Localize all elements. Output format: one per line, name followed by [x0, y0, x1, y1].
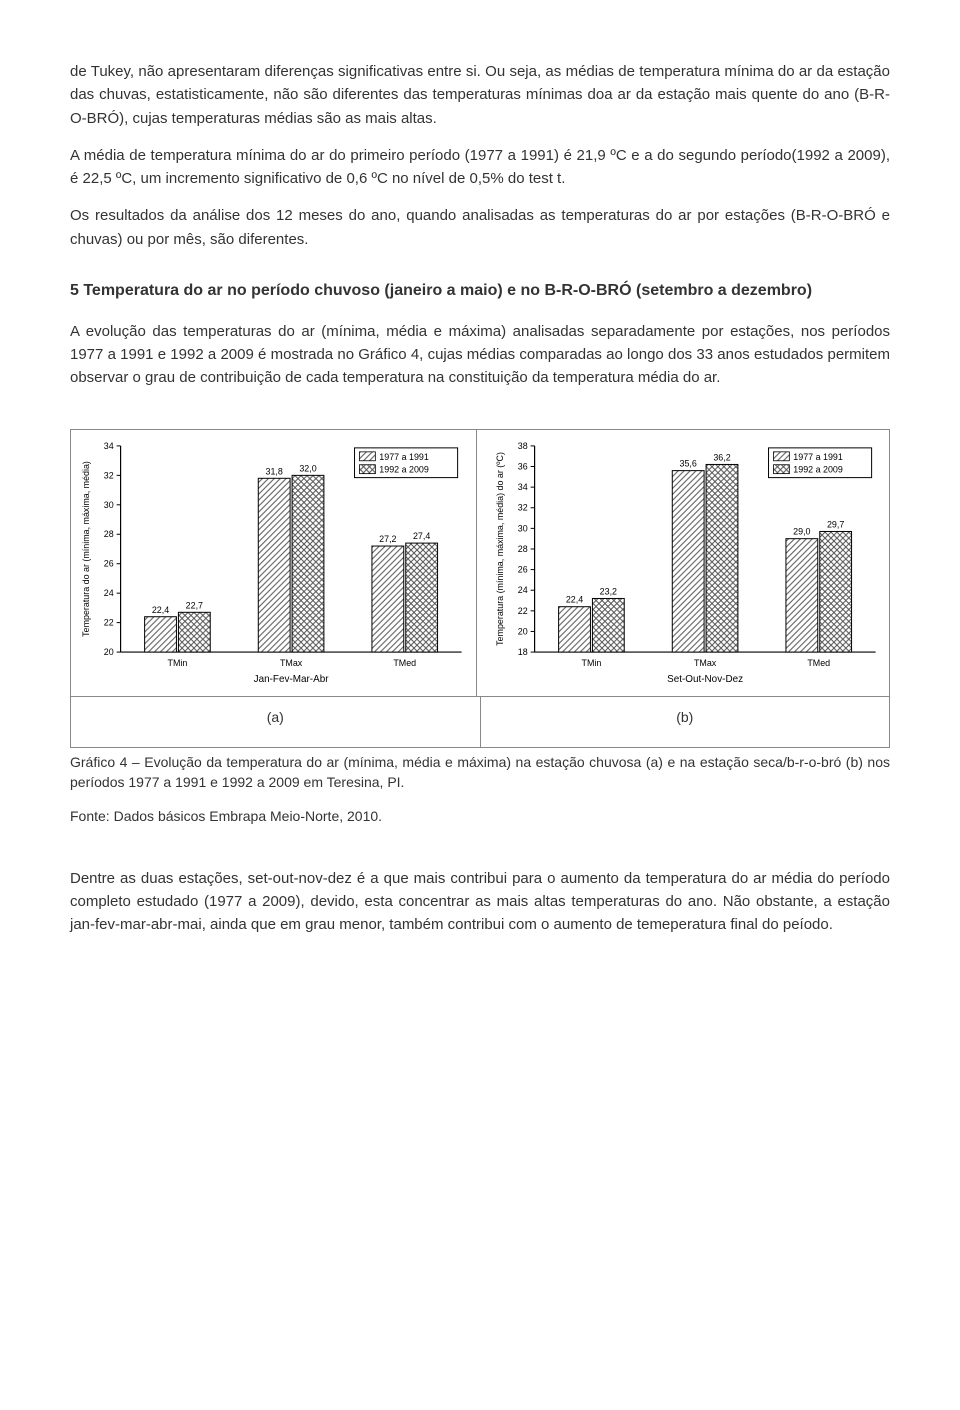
svg-text:36: 36 — [517, 462, 527, 472]
svg-text:28: 28 — [104, 530, 114, 540]
svg-text:TMed: TMed — [393, 658, 416, 668]
svg-text:38: 38 — [517, 441, 527, 451]
svg-text:Temperatura do ar (mínima, máx: Temperatura do ar (mínima, máxima, média… — [81, 461, 91, 637]
svg-text:24: 24 — [517, 585, 527, 595]
chart-a-cell: 20 22 24 26 28 30 32 34 22,4 22,7 TMin 31,8 32,0 TMax… — [71, 430, 477, 696]
svg-text:32: 32 — [517, 503, 527, 513]
figure-source: Fonte: Dados básicos Embrapa Meio-Norte,… — [70, 806, 890, 826]
svg-text:31,8: 31,8 — [266, 467, 283, 477]
chart-b-cell: 18 20 22 24 26 28 30 32 34 36 38 22,4 23,2 TMin 35,6 36… — [485, 430, 890, 696]
paragraph-intro-2: A média de temperatura mínima do ar do p… — [70, 144, 890, 191]
svg-text:TMin: TMin — [581, 658, 601, 668]
svg-text:TMed: TMed — [807, 658, 830, 668]
svg-text:TMax: TMax — [693, 658, 716, 668]
svg-text:1977 a 1991: 1977 a 1991 — [793, 452, 843, 462]
svg-text:18: 18 — [517, 647, 527, 657]
chart-sublabels: (a) (b) — [70, 697, 890, 748]
svg-text:Jan-Fev-Mar-Abr: Jan-Fev-Mar-Abr — [254, 674, 330, 685]
svg-text:1977 a 1991: 1977 a 1991 — [379, 452, 429, 462]
sublabel-b: (b) — [481, 697, 890, 747]
svg-text:26: 26 — [517, 565, 527, 575]
svg-text:24: 24 — [104, 588, 114, 598]
svg-text:27,2: 27,2 — [379, 534, 396, 544]
paragraph-conclusion: Dentre as duas estações, set-out-nov-dez… — [70, 867, 890, 937]
svg-text:29,0: 29,0 — [793, 527, 810, 537]
svg-text:32,0: 32,0 — [299, 464, 316, 474]
svg-text:36,2: 36,2 — [713, 453, 730, 463]
svg-text:34: 34 — [104, 441, 114, 451]
svg-text:Temperatura (mínima, máxima, m: Temperatura (mínima, máxima, média) do a… — [494, 452, 504, 646]
chart-b: 18 20 22 24 26 28 30 32 34 36 38 22,4 23,2 TMin 35,6 36… — [489, 434, 886, 692]
svg-text:22,4: 22,4 — [152, 605, 169, 615]
svg-text:TMax: TMax — [280, 658, 303, 668]
svg-text:1992 a 2009: 1992 a 2009 — [793, 465, 843, 475]
svg-text:32: 32 — [104, 471, 114, 481]
svg-text:20: 20 — [517, 627, 527, 637]
paragraph-body-1: A evolução das temperaturas do ar (mínim… — [70, 320, 890, 390]
svg-text:22,7: 22,7 — [186, 601, 203, 611]
svg-text:26: 26 — [104, 559, 114, 569]
svg-text:30: 30 — [517, 524, 527, 534]
svg-text:28: 28 — [517, 544, 527, 554]
paragraph-intro-3: Os resultados da análise dos 12 meses do… — [70, 204, 890, 251]
sublabel-a: (a) — [71, 697, 481, 747]
svg-text:22,4: 22,4 — [565, 595, 582, 605]
figure-caption: Gráfico 4 – Evolução da temperatura do a… — [70, 752, 890, 793]
chart-a: 20 22 24 26 28 30 32 34 22,4 22,7 TMin 31,8 32,0 TMax… — [75, 434, 472, 692]
svg-text:1992 a 2009: 1992 a 2009 — [379, 465, 429, 475]
svg-text:29,7: 29,7 — [826, 520, 843, 530]
paragraph-intro-1: de Tukey, não apresentaram diferenças si… — [70, 60, 890, 130]
charts-container: 20 22 24 26 28 30 32 34 22,4 22,7 TMin 31,8 32,0 TMax… — [70, 429, 890, 697]
section-heading: 5 Temperatura do ar no período chuvoso (… — [70, 279, 890, 304]
svg-text:22: 22 — [517, 606, 527, 616]
svg-text:30: 30 — [104, 500, 114, 510]
svg-text:TMin: TMin — [168, 658, 188, 668]
svg-text:27,4: 27,4 — [413, 531, 430, 541]
svg-text:23,2: 23,2 — [599, 587, 616, 597]
svg-text:34: 34 — [517, 482, 527, 492]
svg-text:20: 20 — [104, 647, 114, 657]
svg-text:22: 22 — [104, 618, 114, 628]
svg-text:35,6: 35,6 — [679, 459, 696, 469]
svg-text:Set-Out-Nov-Dez: Set-Out-Nov-Dez — [667, 674, 743, 685]
